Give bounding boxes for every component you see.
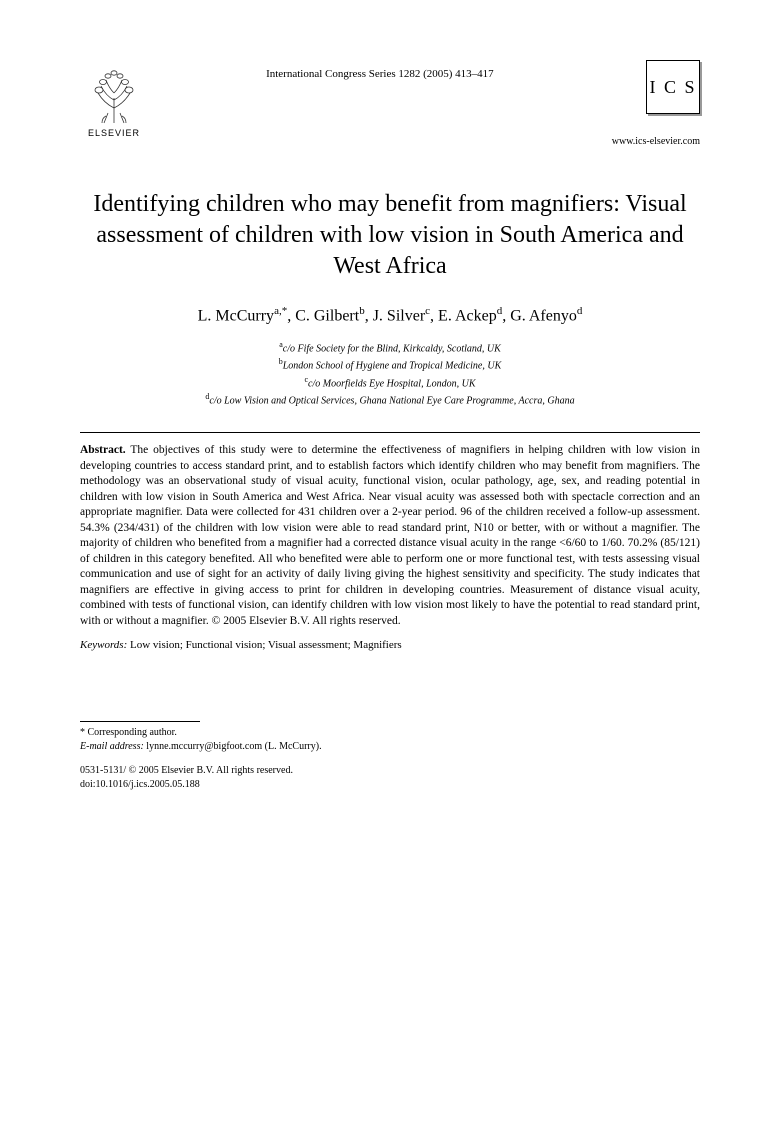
elsevier-logo: ELSEVIER [80,60,148,138]
keywords-text: Low vision; Functional vision; Visual as… [130,639,402,651]
article-title: Identifying children who may benefit fro… [80,189,700,283]
email-value: lynne.mccurry@bigfoot.com (L. McCurry). [146,741,321,752]
ics-logo-block: I C S www.ics-elsevier.com [612,60,700,147]
email-line: E-mail address: lynne.mccurry@bigfoot.co… [80,740,700,754]
abstract-body: The objectives of this study were to det… [80,444,700,627]
corresponding-footnote: * Corresponding author. E-mail address: … [80,726,700,754]
corresponding-label: * Corresponding author. [80,726,700,740]
abstract: Abstract. The objectives of this study w… [80,443,700,629]
email-label: E-mail address: [80,741,144,752]
affiliations: ac/o Fife Society for the Blind, Kirkcal… [80,339,700,408]
header-row: ELSEVIER International Congress Series 1… [80,60,700,147]
issn-line: 0531-5131/ © 2005 Elsevier B.V. All righ… [80,764,700,778]
ics-url: www.ics-elsevier.com [612,136,700,147]
elsevier-label: ELSEVIER [88,128,140,138]
journal-reference: International Congress Series 1282 (2005… [266,60,494,80]
abstract-label: Abstract. [80,444,126,456]
doi-line: doi:10.1016/j.ics.2005.05.188 [80,778,700,792]
authors-line: L. McCurrya,*, C. Gilbertb, J. Silverc, … [80,305,700,325]
footer: 0531-5131/ © 2005 Elsevier B.V. All righ… [80,764,700,792]
ics-logo-icon: I C S [646,60,700,114]
keywords: Keywords: Low vision; Functional vision;… [80,639,700,651]
footnote-rule [80,721,200,722]
rule-top [80,432,700,433]
keywords-label: Keywords: [80,639,127,651]
elsevier-tree-icon [84,68,144,126]
